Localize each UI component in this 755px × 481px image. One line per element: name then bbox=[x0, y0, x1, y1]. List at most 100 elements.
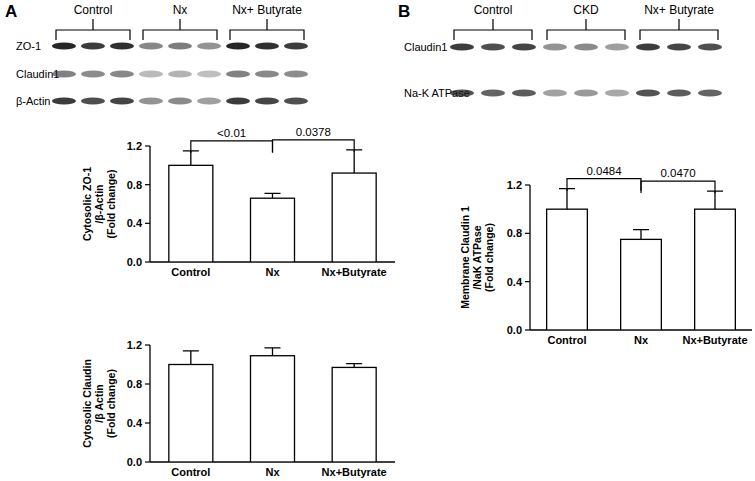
bar bbox=[169, 165, 213, 262]
figure: AControlNxNx+ ButyrateZO-1Claudin1β-Acti… bbox=[0, 0, 755, 481]
y-tick bbox=[145, 145, 150, 146]
blot-band bbox=[226, 42, 250, 49]
bars bbox=[169, 348, 376, 462]
y-tick bbox=[525, 184, 530, 185]
blot-band bbox=[667, 89, 691, 96]
blot-bracket bbox=[640, 19, 718, 40]
blot-band bbox=[255, 42, 279, 49]
y-tick bbox=[145, 223, 150, 224]
blot-band bbox=[698, 43, 722, 50]
y-tick-label: 0.0 bbox=[507, 324, 522, 336]
panel-label: B bbox=[398, 2, 410, 21]
blot-band bbox=[168, 97, 192, 104]
y-tick-label: 1.2 bbox=[127, 339, 142, 351]
blot-band bbox=[255, 70, 279, 77]
blot-band bbox=[698, 89, 722, 96]
y-tick-label: 0.0 bbox=[127, 256, 142, 268]
y-tick bbox=[525, 329, 530, 330]
error-bar bbox=[183, 151, 199, 166]
blot-group-label: CKD bbox=[573, 3, 599, 17]
blot-band bbox=[81, 42, 105, 49]
p-value: 0.0484 bbox=[586, 165, 622, 177]
blot-band bbox=[512, 43, 536, 50]
error-bar bbox=[633, 230, 649, 240]
bars bbox=[169, 150, 376, 262]
bar-chart: 0.00.40.81.2Cytosolic Claudin/β Actin(Fo… bbox=[81, 339, 395, 478]
significance-bracket bbox=[641, 181, 715, 193]
y-tick bbox=[145, 184, 150, 185]
significance-bracket bbox=[567, 179, 641, 191]
blot-band bbox=[52, 97, 76, 104]
bar bbox=[332, 173, 376, 262]
blot-band bbox=[450, 89, 474, 96]
blot-band bbox=[481, 43, 505, 50]
x-tick-label: Control bbox=[171, 266, 210, 278]
blot-band bbox=[139, 70, 163, 77]
blot-band bbox=[481, 89, 505, 96]
p-value: 0.0470 bbox=[660, 167, 695, 179]
blot-band bbox=[574, 43, 598, 50]
y-tick bbox=[145, 261, 150, 262]
band-label: Claudin1 bbox=[404, 41, 447, 53]
blot-band bbox=[139, 97, 163, 104]
y-axis-label-line: (Fold change) bbox=[483, 223, 495, 292]
error-bar bbox=[707, 191, 723, 209]
blot-band bbox=[81, 70, 105, 77]
y-tick bbox=[145, 383, 150, 384]
bar bbox=[547, 209, 588, 330]
blot-group-label: Nx+ Butyrate bbox=[232, 3, 302, 17]
y-tick-label: 0.0 bbox=[127, 456, 142, 468]
y-axis-label: Cytosolic ZO-1/β-Actin(Fold change) bbox=[81, 167, 117, 241]
y-tick-label: 0.4 bbox=[127, 417, 143, 429]
blot-band bbox=[226, 97, 250, 104]
blot-band bbox=[255, 97, 279, 104]
blot-band bbox=[52, 70, 76, 77]
y-tick bbox=[145, 461, 150, 462]
y-axis bbox=[529, 185, 530, 330]
y-tick bbox=[525, 281, 530, 282]
blot-band bbox=[52, 42, 76, 49]
y-axis-label-line: Cytosolic Claudin bbox=[81, 359, 93, 448]
x-tick-label: Nx bbox=[634, 334, 649, 346]
significance-bracket bbox=[191, 141, 273, 153]
bar-chart: 0.00.40.81.2Membrane Claudin 1/NaK ATPas… bbox=[459, 165, 752, 346]
blot-band bbox=[226, 70, 250, 77]
blot-band bbox=[110, 97, 134, 104]
x-tick-label: Nx bbox=[265, 266, 280, 278]
blot-band bbox=[110, 42, 134, 49]
blot-band bbox=[284, 97, 308, 104]
bar bbox=[621, 239, 662, 330]
blot-band bbox=[636, 43, 660, 50]
blot-band bbox=[605, 43, 629, 50]
y-tick bbox=[145, 422, 150, 423]
y-axis-label-line: /β Actin bbox=[93, 384, 105, 423]
blot-band bbox=[284, 70, 308, 77]
blot-band bbox=[543, 89, 567, 96]
band-label: β-Actin bbox=[16, 95, 50, 107]
y-tick bbox=[525, 233, 530, 234]
blot-bracket bbox=[230, 19, 304, 40]
y-axis bbox=[149, 146, 150, 262]
blot-band bbox=[110, 70, 134, 77]
blot-band bbox=[197, 42, 221, 49]
bar bbox=[251, 356, 295, 462]
y-axis-label: Cytosolic Claudin/β Actin(Fold change) bbox=[81, 359, 117, 448]
y-axis-label-line: (Fold change) bbox=[105, 369, 117, 438]
y-axis-label-line: (Fold change) bbox=[105, 170, 117, 239]
band-label: ZO-1 bbox=[16, 40, 41, 52]
error-bar bbox=[183, 351, 199, 365]
blot-band bbox=[636, 89, 660, 96]
y-axis-label: Membrane Claudin 1/NaK ATPase(Fold chang… bbox=[459, 206, 495, 309]
blot-band bbox=[168, 70, 192, 77]
p-value: 0.0378 bbox=[296, 126, 331, 138]
bar bbox=[169, 365, 213, 463]
blot-bracket bbox=[454, 19, 532, 40]
y-tick bbox=[145, 344, 150, 345]
blot-band bbox=[605, 89, 629, 96]
blot-band bbox=[667, 43, 691, 50]
blot-bracket bbox=[56, 19, 130, 40]
blot-bracket bbox=[143, 19, 217, 40]
blot-band bbox=[139, 42, 163, 49]
y-axis-label-line: /NaK ATPase bbox=[471, 225, 483, 289]
error-bar bbox=[265, 193, 281, 198]
